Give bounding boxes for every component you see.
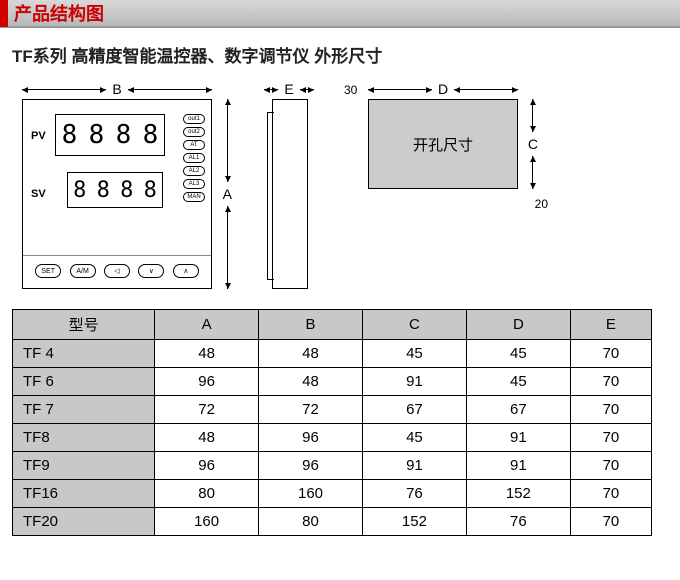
dim-d: D	[368, 81, 518, 97]
pv-label: PV	[31, 130, 46, 142]
device-side	[272, 99, 308, 289]
table-cell: 48	[155, 340, 259, 368]
table-cell: 96	[259, 424, 363, 452]
indicator: out2	[183, 127, 205, 137]
table-cell: 152	[362, 508, 466, 536]
table-cell: 80	[155, 480, 259, 508]
table-cell: 70	[570, 368, 651, 396]
spec-table-wrap: 型号ABCDE TF 44848454570TF 69648914570TF 7…	[12, 309, 668, 536]
dim-b: B	[22, 81, 212, 97]
table-cell: 70	[570, 424, 651, 452]
dim-e: E	[264, 81, 314, 97]
table-cell: TF 7	[13, 396, 155, 424]
table-cell: 96	[155, 368, 259, 396]
table-row: TF 77272676770	[13, 396, 652, 424]
table-cell: 96	[155, 452, 259, 480]
table-header: D	[466, 310, 570, 340]
dim-a: A	[223, 99, 232, 289]
table-row: TF20160801527670	[13, 508, 652, 536]
cutout-box: 开孔尺寸	[368, 99, 518, 189]
panel-button: ∨	[138, 264, 164, 278]
device-side-wrap: E	[272, 99, 308, 289]
table-cell: 70	[570, 508, 651, 536]
table-cell: 70	[570, 340, 651, 368]
table-cell: 48	[259, 340, 363, 368]
table-cell: 48	[259, 368, 363, 396]
table-header: A	[155, 310, 259, 340]
table-cell: 76	[362, 480, 466, 508]
sv-display: 8 8 8 8	[67, 172, 163, 208]
table-header: 型号	[13, 310, 155, 340]
table-cell: 70	[570, 452, 651, 480]
table-cell: 91	[362, 452, 466, 480]
indicator-column: out1 out2 AT AL1 AL2 AL3 MAN	[183, 114, 205, 202]
diagram-row: B A PV 8 8 8 8 SV 8 8 8 8 out1 out2 AT	[22, 79, 680, 289]
table-row: TF84896459170	[13, 424, 652, 452]
table-cell: 76	[466, 508, 570, 536]
table-cell: TF20	[13, 508, 155, 536]
indicator: AL3	[183, 179, 205, 189]
indicator: AL1	[183, 153, 205, 163]
dim-30: 30	[344, 83, 357, 97]
table-cell: 91	[466, 452, 570, 480]
indicator: out1	[183, 114, 205, 124]
cutout-wrap: 30 D C 开孔尺寸 20	[368, 99, 518, 189]
table-row: TF99696919170	[13, 452, 652, 480]
table-cell: 96	[259, 452, 363, 480]
table-cell: TF 6	[13, 368, 155, 396]
subtitle: TF系列 高精度智能温控器、数字调节仪 外形尺寸	[12, 42, 680, 67]
device-front: PV 8 8 8 8 SV 8 8 8 8 out1 out2 AT AL1 A…	[22, 99, 212, 289]
table-cell: 80	[259, 508, 363, 536]
spec-table: 型号ABCDE TF 44848454570TF 69648914570TF 7…	[12, 309, 652, 536]
table-row: TF16801607615270	[13, 480, 652, 508]
table-cell: 45	[362, 424, 466, 452]
table-cell: 45	[362, 340, 466, 368]
button-row: SET A/M ◁ ∨ ∧	[23, 255, 211, 278]
table-cell: TF16	[13, 480, 155, 508]
table-cell: TF 4	[13, 340, 155, 368]
indicator: MAN	[183, 192, 205, 202]
table-cell: 45	[466, 368, 570, 396]
cutout-label: 开孔尺寸	[413, 134, 473, 155]
panel-button: SET	[35, 264, 61, 278]
table-cell: 48	[155, 424, 259, 452]
table-cell: 91	[466, 424, 570, 452]
table-cell: 67	[466, 396, 570, 424]
header-title: 产品结构图	[14, 0, 104, 26]
dim-c: C	[528, 99, 538, 189]
table-cell: 91	[362, 368, 466, 396]
indicator: AT	[183, 140, 205, 150]
table-header: E	[570, 310, 651, 340]
table-cell: 70	[570, 396, 651, 424]
table-cell: 152	[466, 480, 570, 508]
table-cell: TF9	[13, 452, 155, 480]
sv-label: SV	[31, 188, 46, 200]
table-cell: TF8	[13, 424, 155, 452]
panel-button: ◁	[104, 264, 130, 278]
pv-display: 8 8 8 8	[55, 114, 165, 156]
indicator: AL2	[183, 166, 205, 176]
device-front-wrap: B A PV 8 8 8 8 SV 8 8 8 8 out1 out2 AT	[22, 99, 212, 289]
table-cell: 45	[466, 340, 570, 368]
table-cell: 67	[362, 396, 466, 424]
table-header: B	[259, 310, 363, 340]
table-cell: 72	[259, 396, 363, 424]
table-cell: 160	[155, 508, 259, 536]
header-bar: 产品结构图	[0, 0, 680, 28]
header-accent	[0, 0, 8, 27]
table-row: TF 69648914570	[13, 368, 652, 396]
table-cell: 70	[570, 480, 651, 508]
table-cell: 160	[259, 480, 363, 508]
table-cell: 72	[155, 396, 259, 424]
table-row: TF 44848454570	[13, 340, 652, 368]
panel-button: ∧	[173, 264, 199, 278]
dim-20: 20	[535, 197, 548, 211]
table-header: C	[362, 310, 466, 340]
panel-button: A/M	[70, 264, 96, 278]
